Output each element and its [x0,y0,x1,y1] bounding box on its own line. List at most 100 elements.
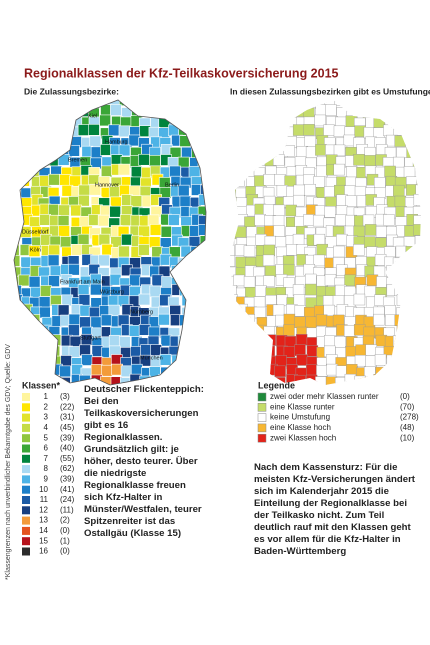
district [255,154,267,166]
district [14,227,22,240]
legend-swatch [22,465,30,474]
district [20,344,32,357]
district [426,238,430,249]
district [208,296,219,307]
district [181,365,194,377]
district [344,373,357,385]
district [121,233,133,246]
legend-count: (0) [60,526,70,535]
district [362,106,375,118]
district [394,107,406,119]
district [393,347,405,359]
district [413,366,421,379]
district [244,105,257,118]
district [383,124,395,137]
district [31,346,43,358]
district [263,204,275,216]
district [243,356,255,368]
district [14,134,21,146]
legend-count: (31) [60,413,75,422]
district [211,287,222,298]
district [189,324,202,336]
district [235,386,246,397]
district [21,106,33,118]
district [209,257,220,268]
district [171,354,184,367]
district [70,388,81,399]
district [137,104,150,117]
district [223,387,234,398]
district [189,114,202,126]
district [60,236,72,248]
district [28,276,41,288]
district [14,100,20,109]
district [276,185,289,197]
legend-count: (39) [60,433,75,442]
district [364,285,377,298]
district [235,187,248,200]
district [70,100,83,108]
district [18,114,31,127]
district [244,216,256,228]
district [426,176,430,187]
district [171,100,183,106]
district [233,325,246,337]
district [147,100,160,107]
district [416,347,421,359]
district [212,105,223,116]
district [229,100,235,109]
district [212,385,223,396]
district [68,324,80,337]
district [229,207,235,219]
district [39,306,51,319]
district [354,375,366,385]
district [424,124,430,135]
district [14,317,23,329]
district [366,274,379,287]
district [235,334,248,346]
district [201,124,206,136]
district [177,356,190,368]
district [78,184,91,197]
district [208,308,219,319]
legend-swatch [22,403,30,412]
district [423,296,430,307]
district [57,215,70,227]
district [201,347,206,360]
district [229,255,236,267]
legend-label: 8 [44,464,49,473]
district [244,137,256,149]
district [169,165,181,178]
district [197,355,206,368]
district [29,100,41,109]
district [344,274,356,287]
district [229,134,236,146]
district [235,316,247,328]
district [392,335,405,347]
district [423,356,430,367]
district [29,137,42,149]
district [293,294,306,306]
district [201,285,206,297]
district [236,355,248,367]
district [424,245,430,256]
left-text: Deutscher Flickenteppich: Bei den Teilka… [84,384,204,539]
district [425,227,430,238]
district [255,366,268,379]
district [48,203,60,216]
district [229,186,237,198]
district [109,273,122,286]
district [303,214,315,226]
district [49,135,61,147]
legend-count: (70) [400,402,415,411]
district [426,287,430,298]
district [79,316,91,329]
district [424,325,430,336]
district [255,115,268,128]
district [181,325,194,337]
district [333,163,345,176]
district [210,265,221,276]
district [262,254,275,267]
district [118,163,131,176]
district [89,135,102,148]
